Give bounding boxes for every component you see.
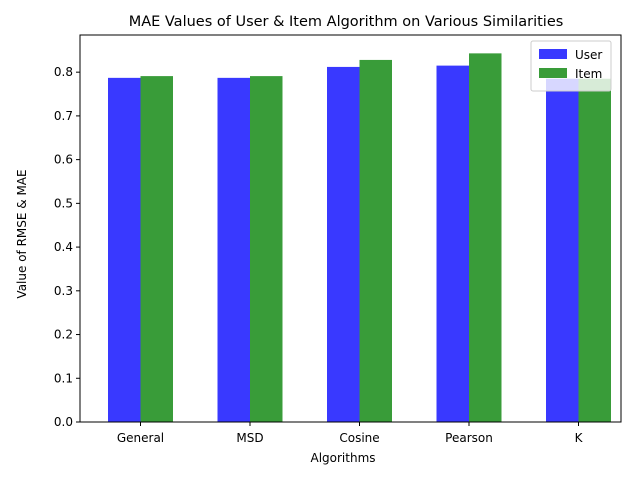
bar-user-k xyxy=(546,78,579,422)
bar-item-msd xyxy=(250,76,283,422)
bar-item-general xyxy=(140,76,173,422)
legend-label-user: User xyxy=(575,48,602,62)
y-tick-label: 0.3 xyxy=(54,284,73,298)
bar-user-cosine xyxy=(327,66,360,423)
bar-item-pearson xyxy=(469,53,502,423)
bar-user-general xyxy=(108,77,141,422)
y-axis-title: Value of RMSE & MAE xyxy=(15,169,29,298)
bar-item-cosine xyxy=(359,59,392,423)
legend-swatch-user xyxy=(539,49,567,59)
bar-item-k xyxy=(578,78,611,422)
y-tick-label: 0.0 xyxy=(54,415,73,429)
x-axis-title: Algorithms xyxy=(310,451,375,465)
y-tick-label: 0.5 xyxy=(54,196,73,210)
chart-title: MAE Values of User & Item Algorithm on V… xyxy=(129,14,564,30)
plot-frame xyxy=(79,34,622,423)
x-tick-label: MSD xyxy=(236,431,263,445)
y-tick-label: 0.6 xyxy=(54,153,73,167)
plot-area: 0.0 0.1 0.2 0.3 0.4 0.5 0.6 0.7 0.8 General MSD Cos… xyxy=(54,34,622,445)
x-tick-label: Cosine xyxy=(339,431,379,445)
bar-user-pearson xyxy=(436,65,469,422)
bar-user-msd xyxy=(217,77,250,422)
x-tick-label: K xyxy=(575,431,584,445)
legend-swatch-item xyxy=(539,68,567,78)
y-tick-label: 0.4 xyxy=(54,240,73,254)
y-tick-label: 0.7 xyxy=(54,109,73,123)
y-tick-label: 0.2 xyxy=(54,328,73,342)
x-tick-label: Pearson xyxy=(445,431,493,445)
y-tick-label: 0.1 xyxy=(54,371,73,385)
y-tick-label: 0.8 xyxy=(54,65,73,79)
x-tick-label: General xyxy=(117,431,164,445)
legend-label-item: Item xyxy=(575,67,602,81)
